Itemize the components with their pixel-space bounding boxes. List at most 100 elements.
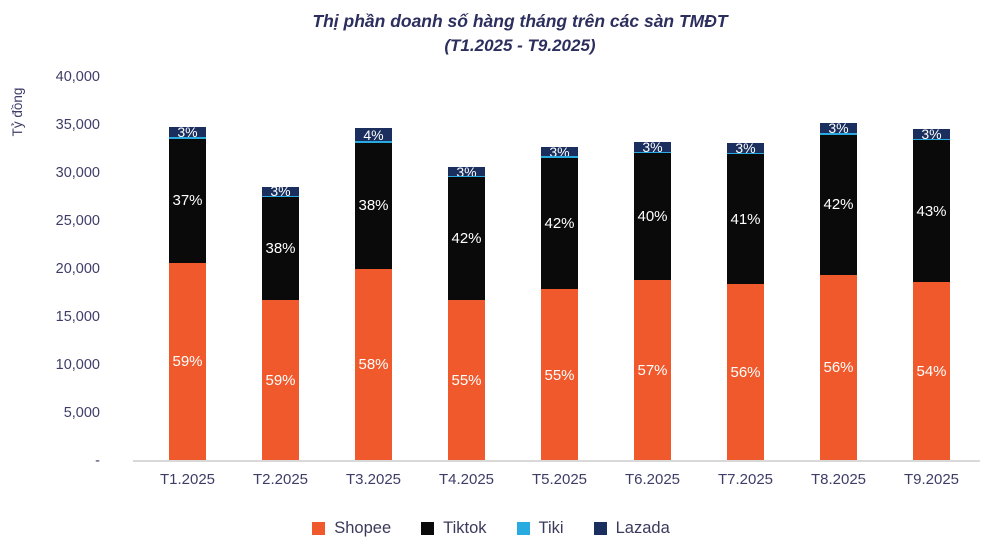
segment-tiktok-T2.2025: 38%: [262, 196, 299, 301]
segment-tiktok-T3.2025: 38%: [355, 142, 392, 269]
segment-label-shopee-T1.2025: 59%: [172, 353, 203, 371]
segment-tiktok-T9.2025: 43%: [913, 140, 950, 283]
y-tick-label: 5,000: [63, 405, 100, 421]
segment-label-lazada-T5.2025: 3%: [549, 143, 570, 160]
x-axis-line: [133, 460, 980, 462]
segment-tiktok-T4.2025: 42%: [448, 177, 485, 301]
x-tick-label-T6.2025: T6.2025: [624, 471, 681, 488]
segment-label-shopee-T4.2025: 55%: [451, 372, 482, 390]
segment-lazada-T4.2025: 3%: [448, 163, 485, 180]
stacked-bar-T8.2025: 3% 42% 56%: [820, 121, 857, 461]
segment-tiki-T4.2025: [448, 176, 485, 178]
segment-shopee-T8.2025: 56%: [820, 274, 857, 461]
segment-lazada-T9.2025: 3%: [913, 125, 950, 142]
stacked-bar-T3.2025: 4% 38% 58%: [355, 128, 392, 461]
segment-tiki-T8.2025: [820, 133, 857, 135]
legend-swatch-shopee: [312, 522, 326, 535]
legend-label-tiktok: Tiktok: [443, 519, 487, 537]
segment-tiktok-T1.2025: 37%: [169, 138, 206, 263]
segment-tiki-T3.2025: [355, 141, 392, 143]
legend-label-lazada: Lazada: [615, 519, 670, 537]
segment-lazada-T1.2025: 3%: [169, 123, 206, 140]
x-tick-label-T9.2025: T9.2025: [903, 471, 960, 488]
legend-item-lazada: Lazada: [593, 519, 670, 538]
segment-lazada-T3.2025: 4%: [355, 126, 392, 143]
segment-tiktok-T7.2025: 41%: [727, 154, 764, 284]
segment-shopee-T7.2025: 56%: [727, 283, 764, 461]
segment-label-lazada-T4.2025: 3%: [456, 163, 477, 180]
segment-label-tiktok-T5.2025: 42%: [544, 215, 575, 233]
segment-label-lazada-T3.2025: 4%: [363, 126, 384, 143]
segment-label-lazada-T1.2025: 3%: [177, 123, 198, 140]
segment-label-tiktok-T8.2025: 42%: [823, 196, 854, 214]
segment-label-shopee-T7.2025: 56%: [730, 363, 761, 381]
segment-shopee-T4.2025: 55%: [448, 300, 485, 461]
x-tick-label-T3.2025: T3.2025: [345, 471, 402, 488]
segment-shopee-T2.2025: 59%: [262, 300, 299, 461]
segment-shopee-T5.2025: 55%: [541, 289, 578, 461]
segment-shopee-T6.2025: 57%: [634, 280, 671, 461]
legend-item-shopee: Shopee: [312, 519, 391, 538]
stacked-bar-T6.2025: 3% 40% 57%: [634, 139, 671, 461]
segment-label-shopee-T6.2025: 57%: [637, 362, 668, 380]
y-tick-label: 35,000: [55, 117, 100, 133]
y-tick-label: 25,000: [55, 213, 100, 229]
x-tick-label-T2.2025: T2.2025: [252, 471, 309, 488]
segment-lazada-T2.2025: 3%: [262, 184, 299, 198]
segment-tiktok-T6.2025: 40%: [634, 153, 671, 281]
segment-label-shopee-T9.2025: 54%: [916, 363, 947, 381]
segment-label-tiktok-T2.2025: 38%: [265, 240, 296, 258]
segment-shopee-T1.2025: 59%: [169, 262, 206, 461]
segment-tiki-T5.2025: [541, 156, 578, 158]
chart-title: Thị phần doanh số hàng tháng trên các sà…: [312, 11, 728, 31]
segment-lazada-T5.2025: 3%: [541, 143, 578, 160]
chart-subtitle: (T1.2025 - T9.2025): [444, 36, 596, 56]
segment-tiki-T6.2025: [634, 151, 671, 154]
segment-label-lazada-T9.2025: 3%: [921, 125, 942, 142]
segment-tiktok-T8.2025: 42%: [820, 134, 857, 275]
stacked-bar-T9.2025: 3% 43% 54%: [913, 125, 950, 461]
segment-lazada-T8.2025: 3%: [820, 121, 857, 135]
x-tick-label-T8.2025: T8.2025: [810, 471, 867, 488]
segment-tiktok-T5.2025: 42%: [541, 157, 578, 290]
y-tick-label: 20,000: [55, 261, 100, 277]
y-tick-label: 15,000: [55, 309, 100, 325]
chart-legend: Shopee Tiktok Tiki Lazada: [0, 519, 982, 538]
y-tick-label: -: [95, 453, 100, 469]
y-axis-unit-label: Tỷ đồng: [10, 87, 25, 137]
segment-shopee-T9.2025: 54%: [913, 282, 950, 461]
segment-tiki-T1.2025: [169, 136, 206, 139]
segment-label-shopee-T2.2025: 59%: [265, 372, 296, 390]
segment-label-lazada-T7.2025: 3%: [735, 139, 756, 156]
segment-label-tiktok-T7.2025: 41%: [730, 210, 761, 228]
legend-label-tiki: Tiki: [538, 519, 564, 537]
legend-label-shopee: Shopee: [334, 519, 392, 537]
segment-tiki-T7.2025: [727, 152, 764, 155]
y-tick-label: 10,000: [55, 357, 100, 373]
legend-swatch-tiktok: [421, 522, 435, 535]
legend-swatch-lazada: [593, 522, 607, 535]
segment-lazada-T7.2025: 3%: [727, 139, 764, 156]
y-tick-label: 40,000: [55, 69, 100, 85]
y-tick-label: 30,000: [55, 165, 100, 181]
stacked-bar-T5.2025: 3% 42% 55%: [541, 143, 578, 461]
legend-swatch-tiki: [516, 522, 530, 535]
x-tick-label-T1.2025: T1.2025: [159, 471, 216, 488]
segment-tiki-T9.2025: [913, 138, 950, 141]
x-tick-label-T5.2025: T5.2025: [531, 471, 588, 488]
legend-item-tiki: Tiki: [516, 519, 564, 538]
stacked-bar-T2.2025: 3% 38% 59%: [262, 184, 299, 461]
segment-label-tiktok-T3.2025: 38%: [358, 197, 389, 215]
segment-label-tiktok-T9.2025: 43%: [916, 202, 947, 220]
segment-lazada-T6.2025: 3%: [634, 139, 671, 156]
segment-tiki-T2.2025: [262, 195, 299, 197]
segment-label-tiktok-T4.2025: 42%: [451, 230, 482, 248]
segment-shopee-T3.2025: 58%: [355, 268, 392, 461]
segment-label-lazada-T6.2025: 3%: [642, 139, 663, 156]
stacked-bar-T7.2025: 3% 41% 56%: [727, 139, 764, 461]
x-tick-label-T4.2025: T4.2025: [438, 471, 495, 488]
segment-label-shopee-T5.2025: 55%: [544, 366, 575, 384]
legend-item-tiktok: Tiktok: [421, 519, 487, 538]
segment-label-tiktok-T1.2025: 37%: [172, 192, 203, 210]
